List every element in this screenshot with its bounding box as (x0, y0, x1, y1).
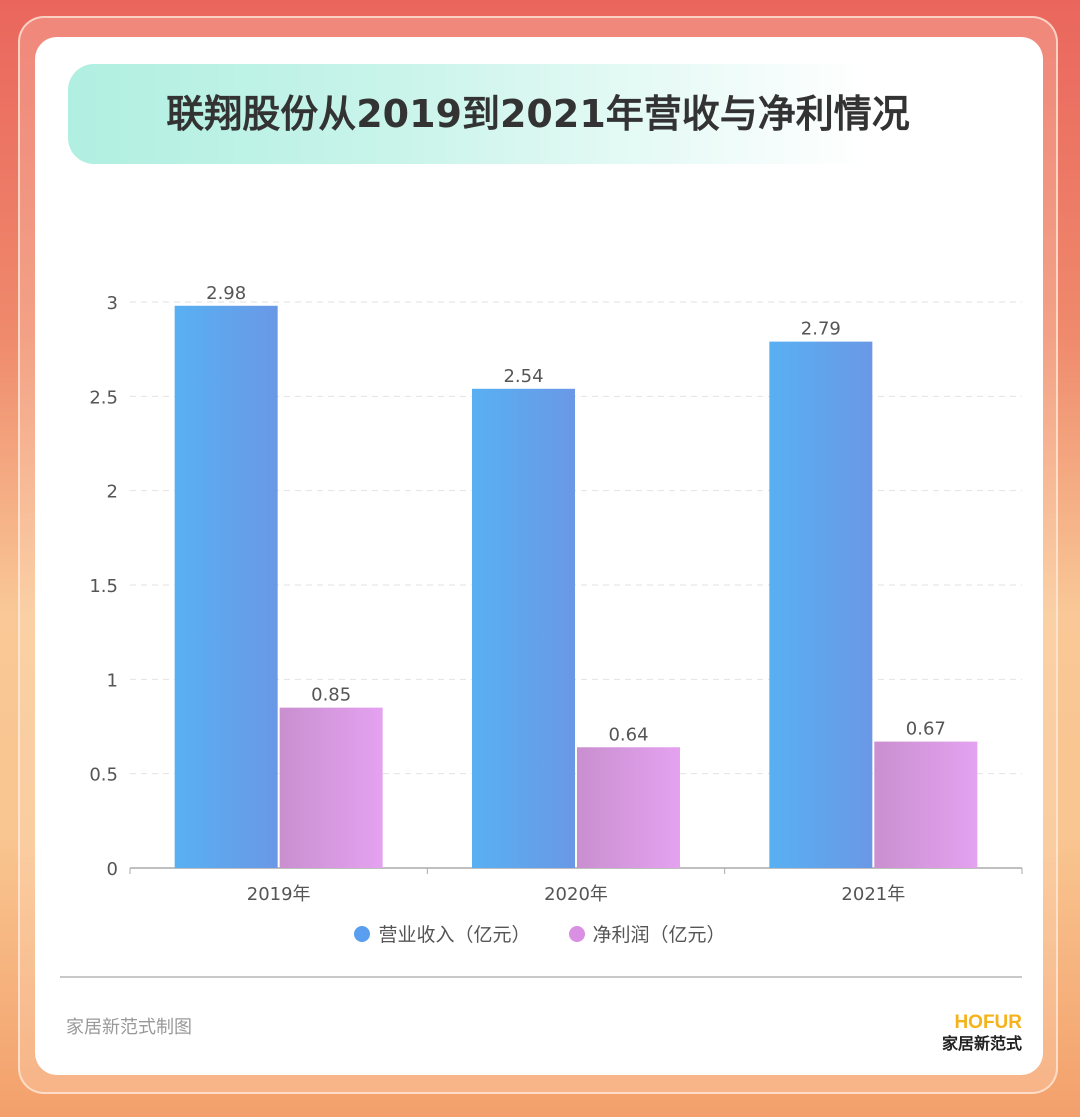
data-label: 2.54 (503, 366, 543, 387)
credit-text: 家居新范式制图 (66, 1017, 192, 1038)
x-tick-label: 2020年 (544, 884, 608, 905)
legend: 营业收入（亿元） 净利润（亿元） (0, 920, 1080, 947)
legend-label: 净利润（亿元） (592, 924, 726, 946)
title-banner (68, 64, 1008, 164)
bar-net-profit (279, 707, 383, 868)
y-tick-label: 2.5 (89, 387, 118, 408)
bar-revenue (174, 305, 278, 869)
y-tick-label: 2 (107, 482, 118, 503)
y-tick-label: 1 (107, 670, 118, 691)
legend-dot-net-profit (568, 925, 585, 942)
legend-label: 营业收入（亿元） (378, 924, 531, 946)
logo-cn: 家居新范式 (941, 1034, 1022, 1053)
bar-revenue (472, 388, 575, 868)
legend-dot-revenue (354, 925, 371, 942)
divider (60, 976, 1022, 978)
y-tick-label: 3 (107, 293, 118, 314)
bar-net-profit (874, 741, 978, 868)
bar-net-profit (577, 747, 680, 868)
y-tick-label: 0.5 (89, 765, 118, 786)
data-label: 0.67 (906, 719, 946, 740)
data-label: 0.64 (608, 724, 648, 745)
y-tick-label: 1.5 (89, 576, 118, 597)
x-tick-label: 2019年 (247, 884, 311, 905)
legend-item-net-profit[interactable]: 净利润（亿元） (568, 920, 726, 947)
chart-title: 联翔股份从2019到2021年营收与净利情况 (166, 92, 910, 136)
logo-en: HOFUR (954, 1012, 1022, 1033)
legend-item-revenue[interactable]: 营业收入（亿元） (354, 920, 530, 947)
y-tick-label: 0 (107, 859, 118, 880)
logo: HOFUR 家居新范式 (942, 1013, 1022, 1055)
bar-revenue (769, 341, 873, 868)
data-label: 0.85 (311, 685, 351, 706)
x-tick-label: 2021年 (841, 884, 905, 905)
data-label: 2.79 (801, 319, 841, 340)
data-label: 2.98 (206, 283, 246, 304)
